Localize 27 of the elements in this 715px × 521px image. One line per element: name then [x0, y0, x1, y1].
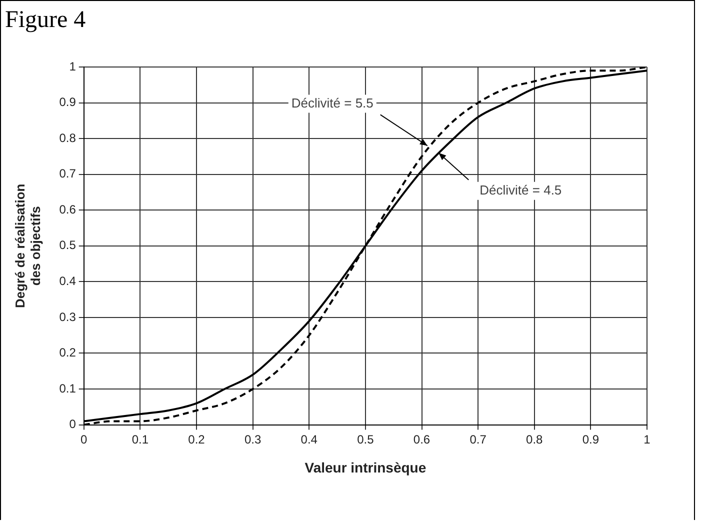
y-tick-label: 0.3 — [59, 310, 76, 324]
x-tick-label: 0.6 — [413, 432, 430, 446]
x-tick-label: 0.9 — [582, 432, 600, 446]
y-axis-title: Degré de réalisation des objectifs — [12, 184, 43, 308]
y-tick-label: 0.6 — [59, 202, 76, 216]
x-tick-label: 0.4 — [300, 432, 318, 446]
y-tick-label: 0.8 — [59, 130, 76, 145]
x-tick-label: 0.2 — [188, 432, 206, 446]
chart-title: Figure 4 — [5, 7, 87, 35]
y-tick-label: 0.7 — [59, 166, 76, 181]
x-tick-label: 0.3 — [244, 432, 262, 446]
x-tick-label: 0.5 — [357, 432, 374, 446]
y-tick-label: 0.9 — [59, 95, 76, 110]
x-tick-label: 0 — [80, 432, 88, 446]
x-tick-label: 0.7 — [470, 432, 487, 446]
annotation: Déclivité = 5.5 — [291, 95, 374, 110]
y-tick-label: 0.4 — [59, 274, 76, 288]
y-tick-label: 0.2 — [59, 346, 76, 360]
annotation: Déclivité = 4.5 — [480, 182, 562, 198]
y-tick-label: 0.1 — [59, 381, 76, 396]
x-tick-label: 0.8 — [526, 432, 544, 446]
y-tick-label: 1 — [69, 59, 76, 74]
x-tick-label: 0.1 — [132, 432, 149, 446]
x-axis-title: Valeur intrinsèque — [304, 459, 426, 476]
y-tick-label: 0.5 — [59, 238, 76, 252]
x-tick-label: 1 — [644, 432, 651, 446]
y-tick-label: 0 — [69, 417, 76, 432]
